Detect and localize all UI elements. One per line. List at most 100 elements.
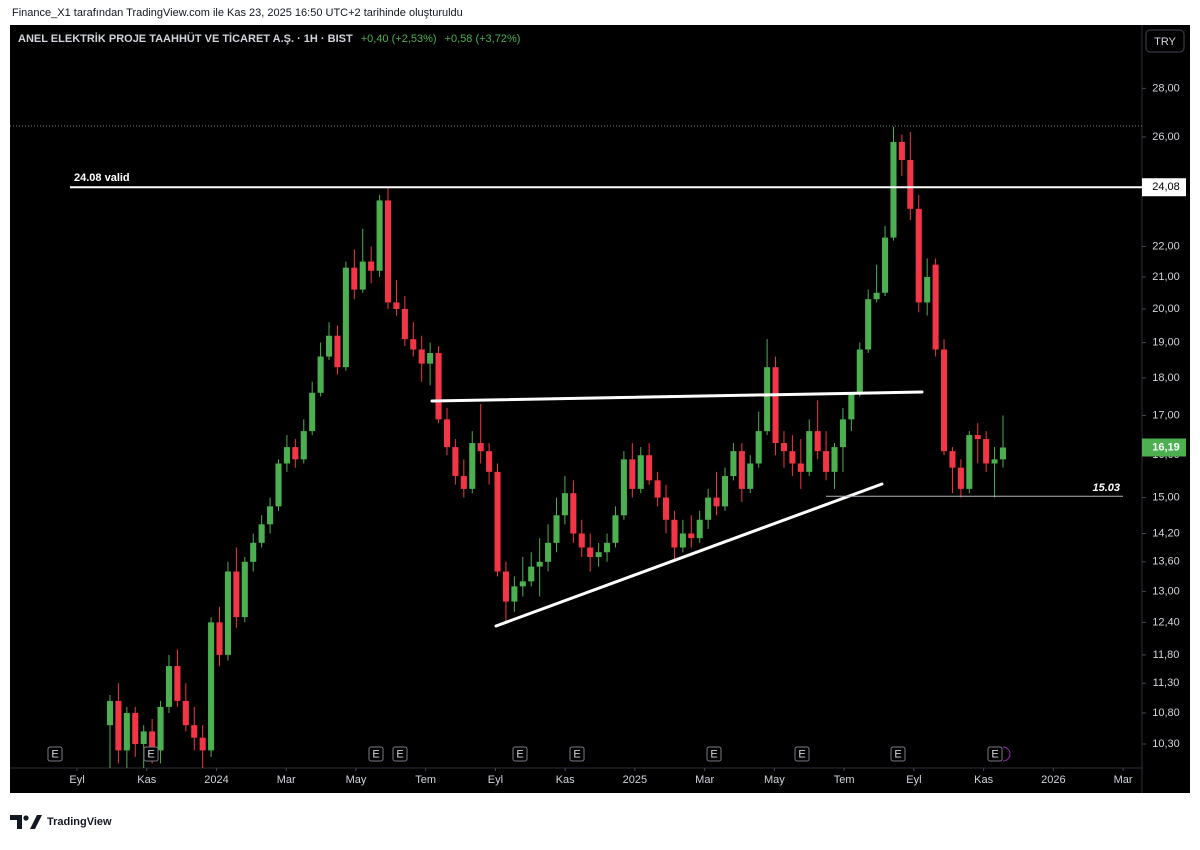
candle-body (351, 267, 358, 290)
candle-body (561, 493, 568, 516)
x-tick-label: May (346, 774, 367, 786)
candle-body (806, 431, 813, 472)
earnings-label: E (710, 748, 717, 760)
candle-body (486, 451, 493, 472)
x-tick-label: 2026 (1041, 774, 1065, 786)
candle-body (662, 497, 670, 520)
candle-body (764, 367, 771, 432)
candle-body (873, 292, 880, 300)
candle-body (427, 353, 434, 364)
candle-body (637, 455, 644, 489)
candle-body (797, 463, 804, 472)
candle-body (342, 267, 349, 368)
earnings-marker (890, 746, 906, 762)
currency-button[interactable] (1145, 29, 1185, 53)
candle-body (671, 519, 678, 548)
candle-body (149, 731, 156, 751)
candle-body (326, 335, 333, 357)
earnings-label: E (147, 748, 154, 760)
candle-body (966, 435, 973, 489)
candle-body (831, 447, 838, 472)
y-tick-label: 22,00 (1152, 240, 1180, 252)
candle-body (688, 533, 695, 539)
candle-body (780, 443, 787, 452)
candle-body (123, 712, 130, 751)
candle-body (570, 493, 577, 534)
level-annotation: 24.08 valid (74, 172, 130, 184)
earnings-label: E (573, 748, 580, 760)
earnings-marker (569, 746, 585, 762)
drawings (10, 125, 1142, 628)
x-tick-label: Kas (974, 774, 993, 786)
chart-panel (10, 25, 1190, 793)
candle-body (275, 463, 282, 507)
earnings-marker (47, 746, 63, 762)
x-tick-label: Mar (695, 774, 714, 786)
candle-body (224, 571, 231, 655)
y-tick-label: 15,00 (1152, 491, 1180, 503)
candle-body (772, 367, 779, 444)
earnings-upcoming-ring (1002, 746, 1011, 762)
candle-body (612, 515, 619, 543)
candle-body (789, 451, 796, 464)
candle-body (629, 459, 636, 489)
candle-body (856, 349, 863, 393)
earnings-marker (706, 746, 722, 762)
candle-body (823, 451, 830, 472)
candle-body (418, 349, 425, 364)
y-tick-label: 13,60 (1152, 556, 1180, 568)
candle-body (882, 237, 889, 293)
candle-body (949, 451, 956, 468)
y-tick-label: 10,80 (1152, 707, 1180, 719)
level-tag-label: 24,08 (1152, 181, 1180, 193)
earnings-marker (987, 746, 1003, 762)
y-tick-label: 11,80 (1153, 649, 1180, 661)
candle-body (157, 706, 164, 751)
candle-body (317, 356, 324, 393)
candle-body (452, 447, 459, 477)
brand-logo: TradingView (10, 815, 112, 829)
x-tick-label: Tem (834, 774, 855, 786)
candle-body (267, 506, 274, 525)
change: +0,40 (+2,53%) (361, 33, 437, 45)
candle-body (696, 519, 703, 539)
y-tick-label: 28,00 (1152, 82, 1180, 94)
candle-body (595, 552, 602, 557)
candle-body (208, 622, 215, 751)
change: +0,58 (+3,72%) (445, 33, 521, 45)
candle-body (283, 447, 290, 464)
candle-body (848, 392, 855, 420)
logo-mark (10, 815, 22, 829)
candle-body (536, 561, 543, 567)
chart-title: ANEL ELEKTRİK PROJE TAAHHÜT VE TİCARET A… (18, 32, 353, 45)
candle-body (755, 431, 762, 464)
logo-dot (23, 815, 29, 821)
candle-body (940, 349, 948, 452)
candle-body (553, 515, 560, 543)
candle-body (494, 471, 501, 572)
candle-body (368, 261, 375, 271)
candle-body (511, 586, 518, 602)
candle-body (814, 431, 821, 452)
y-tick-label: 26,00 (1152, 131, 1180, 143)
candle-body (216, 622, 223, 655)
earnings-marker (512, 746, 528, 762)
last-price-label: 16,19 (1152, 441, 1180, 453)
candle-body (174, 666, 181, 701)
earnings-label: E (798, 748, 805, 760)
candle-body (140, 731, 147, 745)
x-tick-label: Eyl (488, 774, 503, 786)
resistance-trendline (430, 390, 924, 403)
y-tick-label: 19,00 (1152, 336, 1180, 348)
candle-body (747, 463, 754, 489)
earnings-label: E (51, 748, 58, 760)
candle-body (705, 497, 712, 520)
candle-body (957, 467, 964, 489)
last-price-tag (1142, 438, 1186, 457)
candle-body (376, 200, 383, 271)
y-tick-label: 14,20 (1152, 527, 1180, 539)
level-tag (1142, 178, 1186, 197)
x-tick-label: Mar (1114, 774, 1133, 786)
candle-body (250, 542, 257, 562)
earnings-marker (368, 746, 384, 762)
